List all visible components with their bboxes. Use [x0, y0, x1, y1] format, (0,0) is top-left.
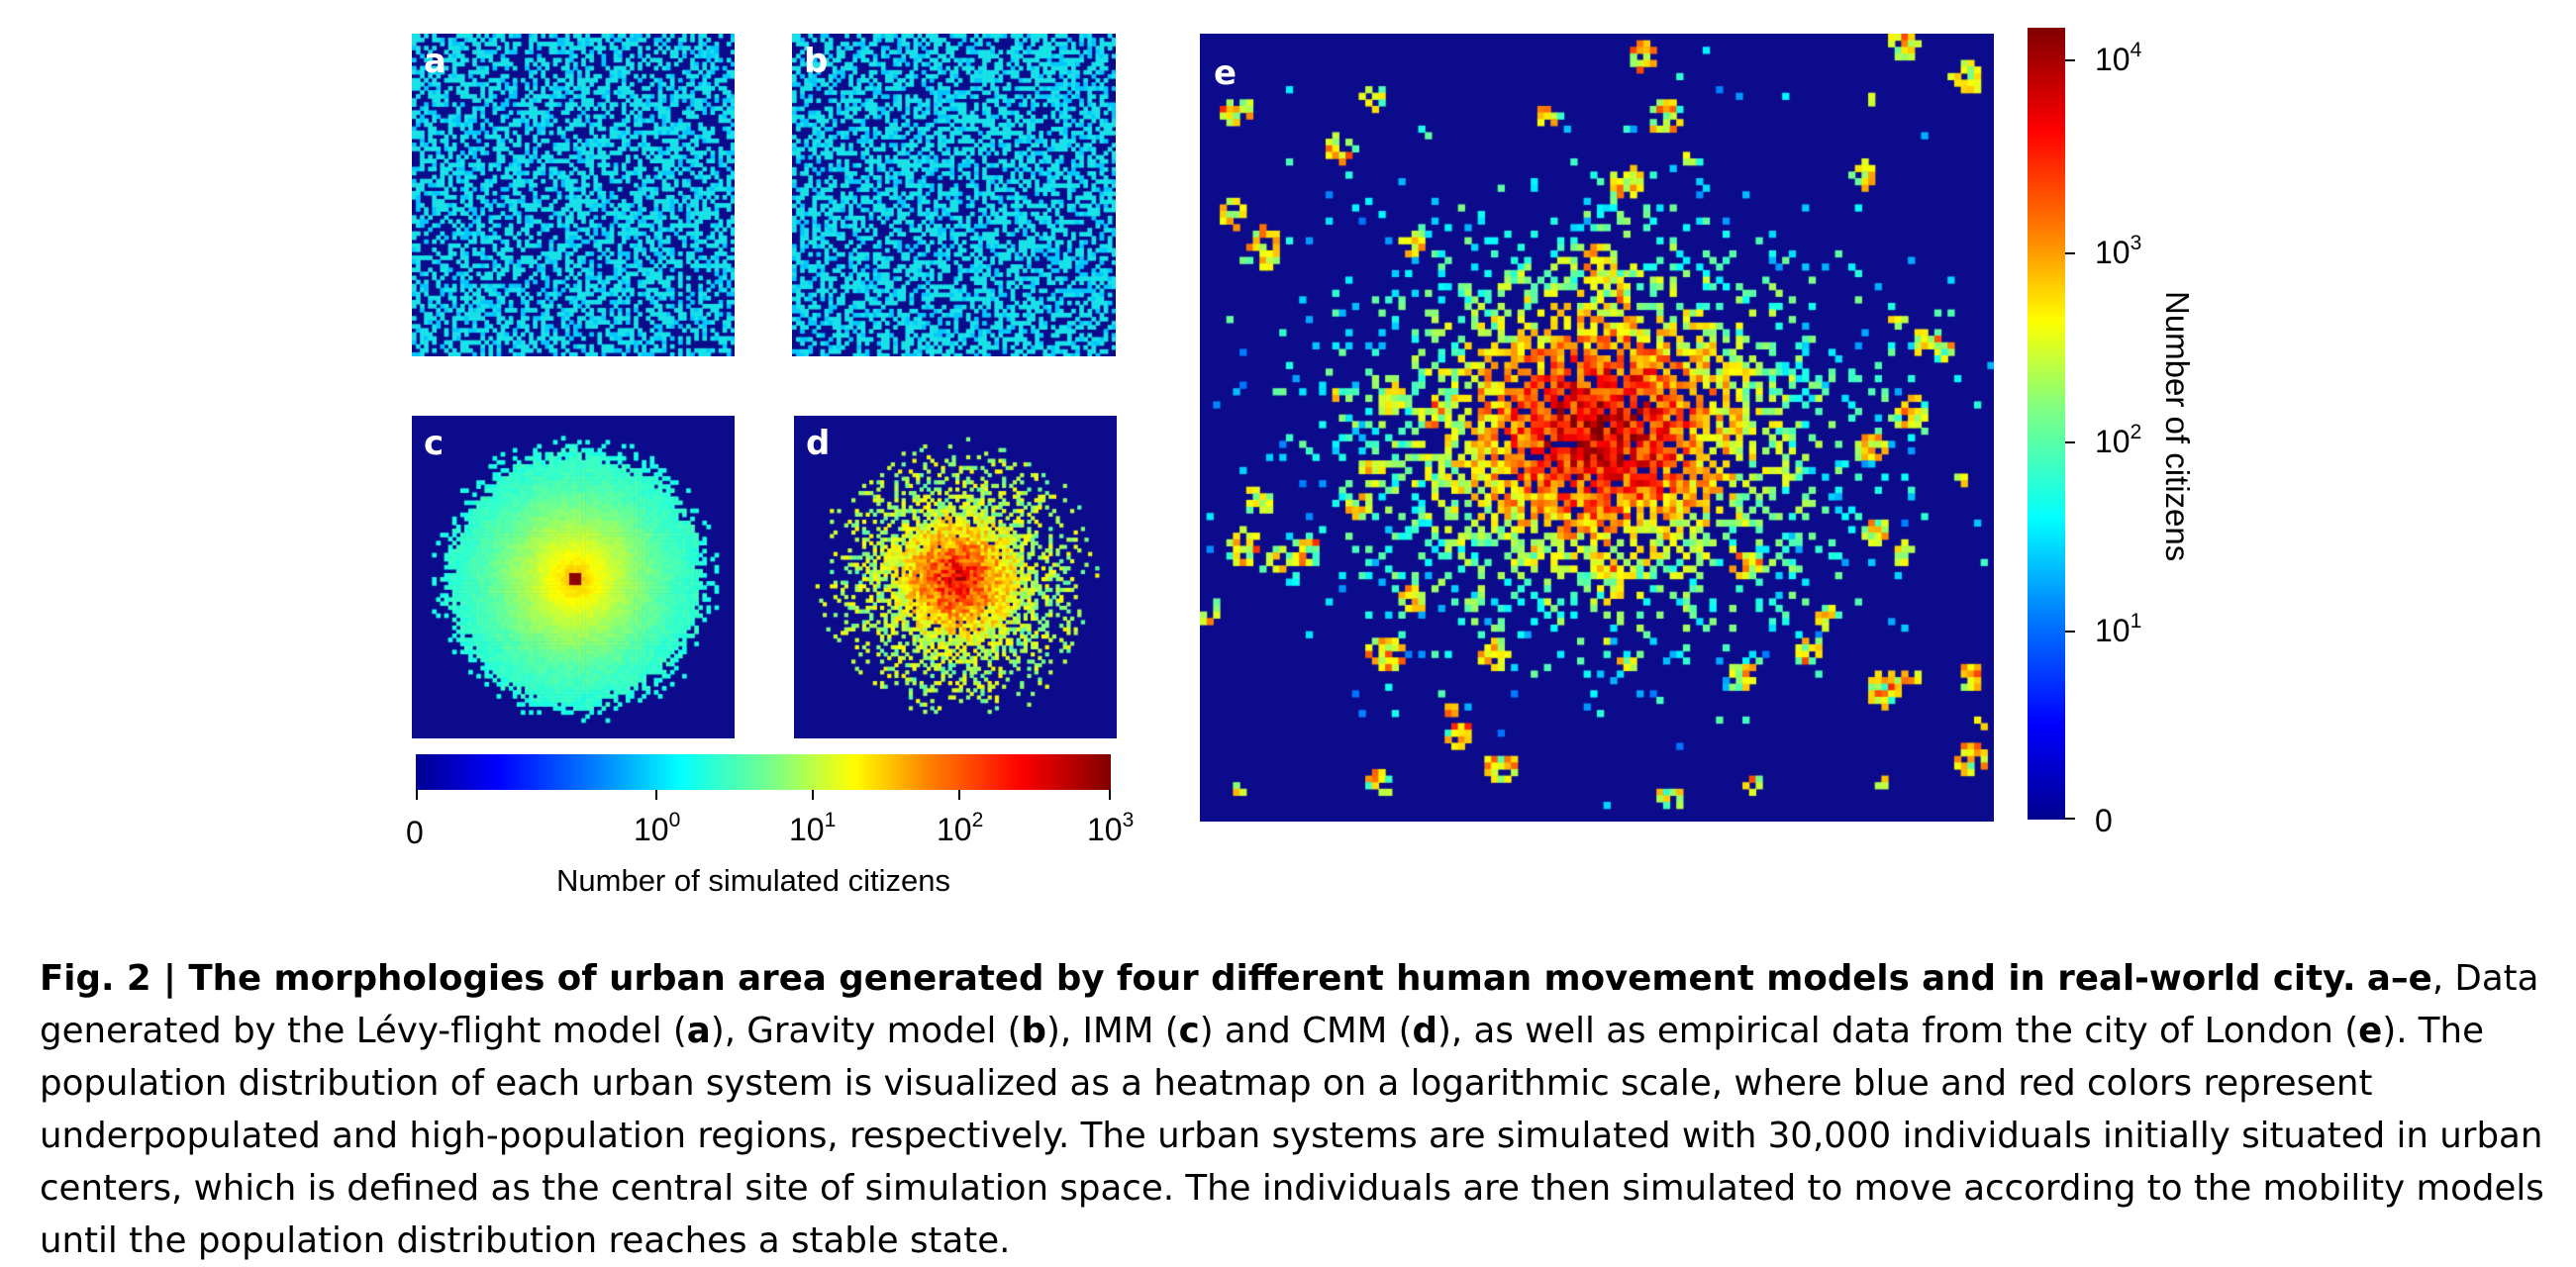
- heatmap-canvas-d: [794, 416, 1117, 738]
- colorbar-simulated: [416, 754, 1111, 790]
- panel-label-e: e: [1214, 53, 1238, 93]
- caption-fig-label: Fig. 2 | The morphologies of urban area …: [40, 958, 2356, 999]
- colorbar-city-tick: [2065, 818, 2075, 820]
- colorbar-simulated-tick-label: 100: [634, 809, 681, 847]
- colorbar-city-title: Number of citizens: [2159, 291, 2196, 562]
- caption-text: ), IMM (: [1046, 1011, 1179, 1051]
- panel-label-c: c: [424, 424, 445, 463]
- colorbar-city-tick: [2065, 441, 2075, 443]
- panel-label-b: b: [804, 42, 829, 81]
- colorbar-simulated-tick: [1109, 790, 1111, 800]
- panel-label-d: d: [806, 424, 831, 463]
- colorbar-simulated-title: Number of simulated citizens: [556, 863, 950, 898]
- panel-label-a: a: [424, 42, 446, 81]
- caption-text: ), Gravity model (: [710, 1011, 1022, 1051]
- colorbar-simulated-tick-label: 0: [406, 815, 424, 850]
- colorbar-city: [2028, 28, 2065, 820]
- caption-ref-e: e: [2358, 1011, 2383, 1051]
- colorbar-simulated-tick: [416, 790, 418, 800]
- figure-caption: Fig. 2 | The morphologies of urban area …: [40, 952, 2562, 1267]
- colorbar-city-tick-label: 0: [2095, 803, 2113, 838]
- caption-panel-range: a–e: [2366, 958, 2432, 999]
- heatmap-panel-a: a: [412, 34, 735, 356]
- caption-text: ) and CMM (: [1199, 1011, 1413, 1051]
- caption-text: , Data generated by the Lévy-flight mode…: [40, 958, 2539, 1051]
- caption-text: ), as well as empirical data from the ci…: [1437, 1011, 2359, 1051]
- heatmap-canvas-c: [412, 416, 735, 738]
- colorbar-city-tick: [2065, 252, 2075, 254]
- caption-ref-c: c: [1178, 1011, 1200, 1051]
- colorbar-simulated-tick-label: 101: [789, 809, 837, 847]
- colorbar-city-tick-label: 103: [2095, 232, 2142, 270]
- heatmap-panel-c: c: [412, 416, 735, 738]
- heatmap-panel-d: d: [794, 416, 1117, 738]
- heatmap-canvas-b: [792, 34, 1116, 356]
- caption-ref-b: b: [1021, 1011, 1047, 1051]
- colorbar-city-tick: [2065, 59, 2075, 61]
- colorbar-simulated-tick: [812, 790, 814, 800]
- colorbar-simulated-tick-label: 102: [937, 809, 984, 847]
- caption-text: ). The population distribution of each u…: [40, 1011, 2544, 1261]
- heatmap-panel-b: b: [792, 34, 1116, 356]
- colorbar-simulated-tick-label: 103: [1087, 809, 1135, 847]
- colorbar-simulated-tick: [958, 790, 960, 800]
- heatmap-canvas-e: [1200, 34, 1994, 822]
- colorbar-city-tick-label: 104: [2095, 39, 2142, 77]
- caption-ref-a: a: [686, 1011, 711, 1051]
- colorbar-city-tick-label: 102: [2095, 421, 2142, 459]
- colorbar-city-tick-label: 101: [2095, 610, 2142, 648]
- colorbar-city-tick: [2065, 631, 2075, 633]
- heatmap-panel-e: e: [1200, 34, 1994, 822]
- heatmap-canvas-a: [412, 34, 735, 356]
- colorbar-simulated-tick: [655, 790, 657, 800]
- caption-ref-d: d: [1412, 1011, 1438, 1051]
